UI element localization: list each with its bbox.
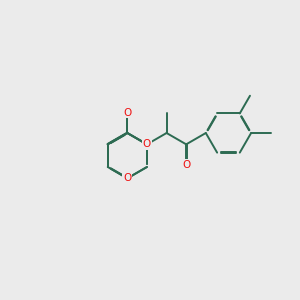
Text: O: O [123, 108, 131, 118]
Text: O: O [182, 160, 190, 170]
Text: O: O [123, 173, 131, 183]
Text: O: O [143, 139, 151, 149]
